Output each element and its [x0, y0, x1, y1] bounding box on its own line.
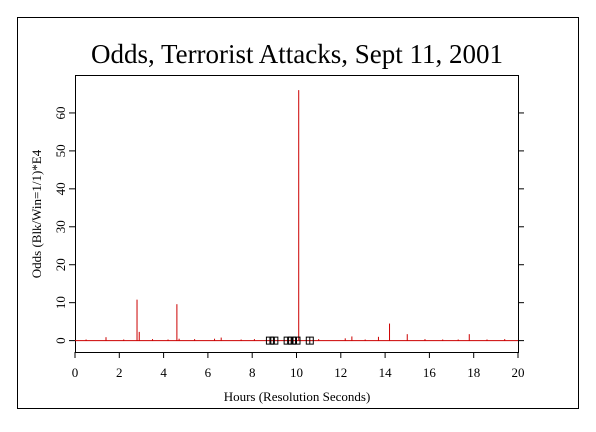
event-markers: [265, 336, 314, 345]
x-tick-label: 12: [334, 365, 347, 380]
x-axis: 0 2 4 6 8 10 12 14 16 18 20: [72, 352, 525, 380]
event-marker: [270, 336, 279, 345]
y-tick-label: 30: [53, 220, 68, 233]
x-axis-label: Hours (Resolution Seconds): [224, 389, 371, 404]
event-marker: [305, 336, 314, 345]
y-axis: 0 10 20 30 40 50 60: [53, 106, 524, 344]
x-tick-label: 6: [205, 365, 212, 380]
y-tick-label: 60: [53, 106, 68, 119]
x-tick-label: 14: [379, 365, 393, 380]
outer-frame: [17, 17, 579, 409]
y-tick-label: 0: [53, 337, 68, 344]
x-tick-label: 20: [512, 365, 525, 380]
x-tick-label: 4: [160, 365, 167, 380]
x-tick-label: 16: [423, 365, 437, 380]
y-tick-label: 50: [53, 144, 68, 157]
y-tick-label: 10: [53, 296, 68, 309]
event-marker: [292, 336, 301, 345]
plot-frame: [75, 75, 519, 353]
event-marker: [288, 336, 297, 345]
y-tick-label: 40: [53, 182, 68, 195]
y-tick-label: 20: [53, 258, 68, 271]
x-tick-label: 18: [467, 365, 480, 380]
chart-title: Odds, Terrorist Attacks, Sept 11, 2001: [91, 39, 503, 69]
event-marker: [265, 336, 274, 345]
series-spikes: [75, 90, 518, 342]
x-tick-label: 8: [249, 365, 256, 380]
x-tick-label: 2: [116, 365, 123, 380]
event-marker: [283, 336, 292, 345]
x-tick-label: 0: [72, 365, 79, 380]
x-tick-label: 10: [290, 365, 303, 380]
y-axis-label: Odds (Blk/Win=1/1)*E4: [29, 149, 44, 278]
